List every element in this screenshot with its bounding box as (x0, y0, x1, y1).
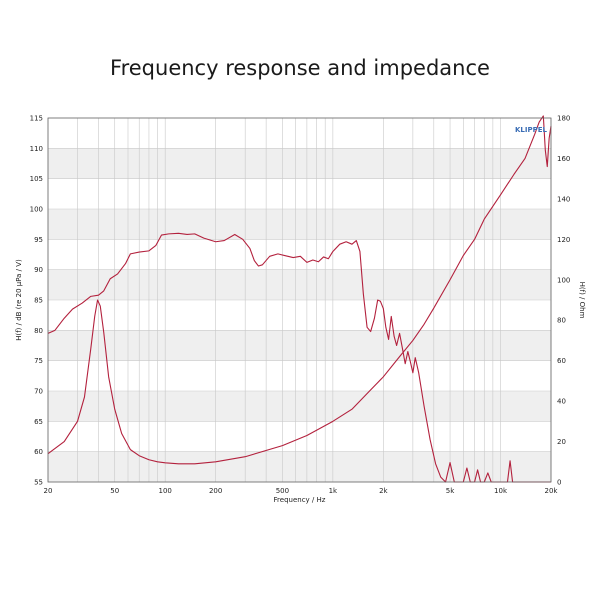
y2-tick-label: 40 (557, 398, 566, 406)
chart-bands (48, 148, 551, 482)
y-tick-label: 90 (34, 266, 43, 274)
x-tick-label: 20 (44, 487, 53, 495)
y2-tick-label: 80 (557, 317, 566, 325)
y-tick-label: 105 (30, 175, 43, 183)
y2-axis-title: H(f) / Ohm (578, 282, 586, 319)
grid-band (48, 148, 551, 179)
klippel-logo: KLIPPEL (515, 126, 548, 134)
x-tick-label: 500 (276, 487, 289, 495)
y-tick-label: 100 (30, 206, 43, 214)
grid-band (48, 269, 551, 300)
spl-curve (47, 232, 551, 483)
x-tick-label: 2k (379, 487, 388, 495)
y-tick-label: 85 (34, 297, 43, 305)
x-axis-title: Frequency / Hz (274, 496, 326, 504)
x-tick-label: 200 (209, 487, 222, 495)
grid-band (48, 330, 551, 361)
y-tick-label: 55 (34, 479, 43, 487)
y-tick-label: 115 (30, 115, 43, 123)
y2-tick-label: 180 (557, 115, 570, 123)
y2-tick-label: 0 (557, 479, 561, 487)
y2-tick-label: 140 (557, 195, 570, 203)
y-tick-label: 75 (34, 357, 43, 365)
y-tick-label: 65 (34, 418, 43, 426)
chart-series (47, 115, 552, 483)
y2-tick-label: 160 (557, 155, 570, 163)
x-tick-label: 5k (446, 487, 455, 495)
x-tick-label: 10k (494, 487, 508, 495)
y2-tick-label: 60 (557, 357, 566, 365)
x-tick-label: 50 (110, 487, 119, 495)
plot-frame (47, 117, 552, 483)
y-axis-title: H(f) / dB (re 20 µPa / V) (15, 259, 23, 341)
x-tick-label: 1k (329, 487, 338, 495)
x-tick-label: 20k (545, 487, 559, 495)
y-tick-label: 80 (34, 327, 43, 335)
impedance-curve (47, 115, 552, 465)
y2-tick-label: 100 (557, 276, 570, 284)
x-tick-label: 100 (159, 487, 172, 495)
y2-tick-label: 20 (557, 438, 566, 446)
y-tick-label: 110 (30, 145, 43, 153)
y-tick-label: 95 (34, 236, 43, 244)
y-tick-label: 70 (34, 388, 43, 396)
grid-band (48, 391, 551, 422)
tick-labels: 55 60 65 70 75 80 85 90 95 100 105 110 115 0 20 40 60 80 1… (30, 115, 571, 496)
page-title: Frequency response and impedance (110, 56, 490, 80)
y2-tick-label: 120 (557, 236, 570, 244)
y-tick-label: 60 (34, 448, 43, 456)
grid-band (48, 451, 551, 482)
grid-band (48, 209, 551, 240)
